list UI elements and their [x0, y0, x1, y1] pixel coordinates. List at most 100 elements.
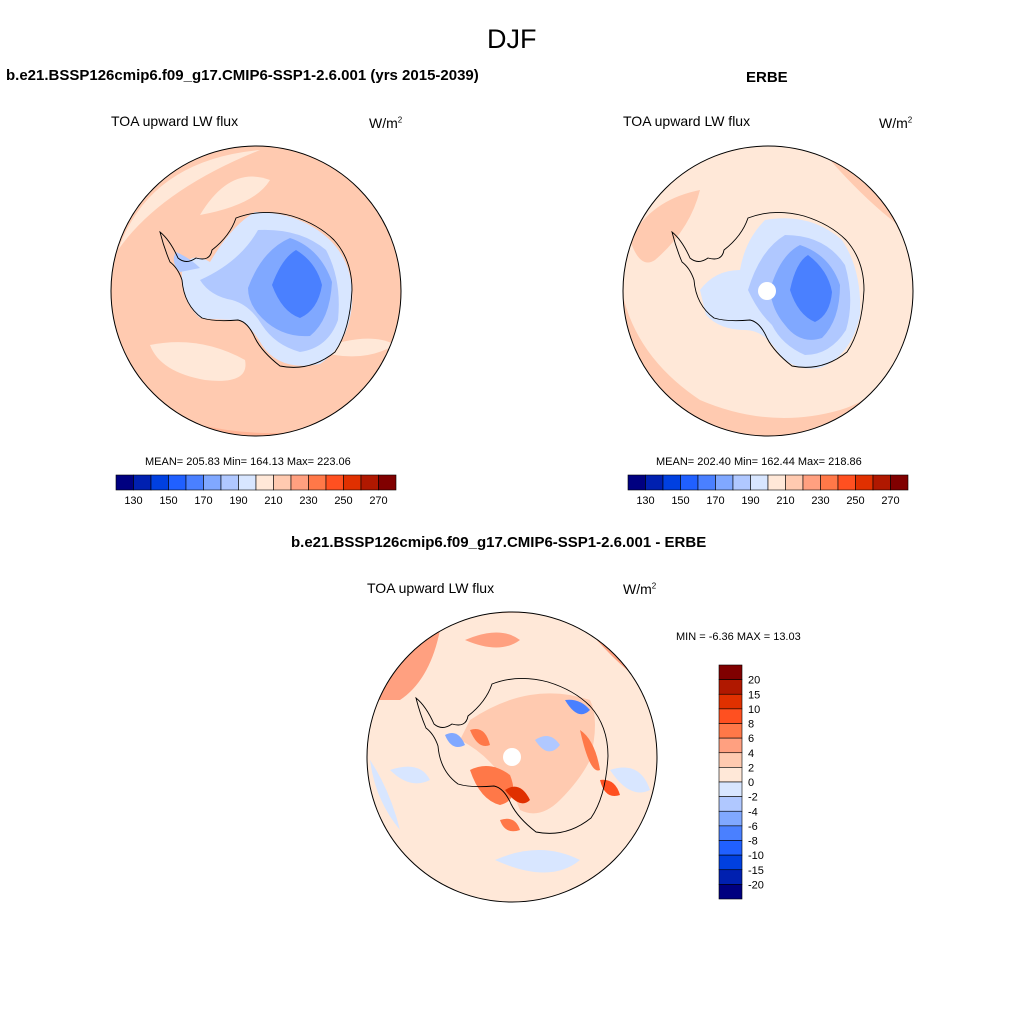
obs-stats-label: MEAN= 202.40 Min= 162.44 Max= 218.86	[656, 456, 862, 468]
diff-colorbar-tick-label: -15	[748, 865, 764, 877]
obs-colorbar-cell	[890, 474, 909, 491]
model-colorbar-tick-label: 250	[334, 495, 352, 507]
diff-colorbar-cell	[718, 825, 743, 841]
diff-colorbar-tick-label: 20	[748, 675, 760, 687]
diff-colorbar-cell	[718, 869, 743, 885]
diff-colorbar-cell	[718, 810, 743, 827]
diff-colorbar-tick-label: -4	[748, 806, 758, 818]
diff-colorbar-tick-label: -6	[748, 821, 758, 833]
obs-colorbar-cell	[680, 474, 699, 491]
diff-stats-label: MIN = -6.36 MAX = 13.03	[676, 631, 801, 643]
obs-colorbar-tick-label: 190	[741, 495, 759, 507]
diff-panel-title: b.e21.BSSP126cmip6.f09_g17.CMIP6-SSP1-2.…	[291, 534, 707, 551]
diff-colorbar-tick-label: -10	[748, 850, 764, 862]
model-colorbar-tick-label: 150	[159, 495, 177, 507]
model-colorbar-cell	[185, 474, 204, 491]
model-colorbar-cell	[360, 474, 379, 491]
obs-colorbar-tick-label: 230	[811, 495, 829, 507]
diff-colorbar-cell	[718, 723, 743, 739]
obs-colorbar: 130 150 170 190 210 230 250 270	[627, 474, 909, 507]
obs-colorbar-cell	[645, 474, 664, 491]
model-colorbar-tick-label: 130	[124, 495, 142, 507]
obs-colorbar-cell	[627, 474, 646, 491]
obs-colorbar-cell	[820, 474, 839, 491]
obs-colorbar-cell	[767, 474, 786, 491]
diff-colorbar-cell	[718, 693, 743, 710]
model-colorbar-cell	[273, 474, 292, 491]
model-colorbar-tick-label: 210	[264, 495, 282, 507]
model-colorbar-cell	[133, 474, 152, 491]
model-colorbar-tick-label: 170	[194, 495, 212, 507]
model-colorbar-cell	[115, 474, 134, 491]
diff-polar-map	[366, 611, 658, 903]
obs-colorbar-cell	[802, 474, 821, 491]
diff-colorbar-cell	[718, 840, 743, 856]
obs-polar-map	[622, 145, 914, 437]
model-units-label: W/m2	[369, 115, 403, 131]
diff-colorbar-cell	[718, 854, 743, 871]
diff-colorbar-cell	[718, 752, 743, 768]
obs-variable-label: TOA upward LW flux	[623, 113, 751, 129]
diff-colorbar-tick-label: -20	[748, 879, 764, 891]
obs-colorbar-cell	[662, 474, 681, 491]
obs-colorbar-tick-label: 250	[846, 495, 864, 507]
diff-colorbar-cell	[718, 781, 743, 797]
obs-colorbar-tick-label: 170	[706, 495, 724, 507]
diff-colorbar-tick-label: 10	[748, 704, 760, 716]
obs-colorbar-cell	[872, 474, 891, 491]
model-colorbar-cell	[220, 474, 239, 491]
obs-colorbar-tick-label: 150	[671, 495, 689, 507]
diff-colorbar-cell	[718, 664, 743, 680]
model-colorbar-tick-label: 190	[229, 495, 247, 507]
diff-colorbar-tick-label: 4	[748, 748, 754, 760]
diff-variable-label: TOA upward LW flux	[367, 580, 495, 596]
season-title: DJF	[487, 24, 537, 54]
obs-colorbar-cell	[785, 474, 804, 491]
diff-colorbar-cell	[718, 796, 743, 812]
diff-colorbar-tick-label: -2	[748, 792, 758, 804]
model-colorbar-cell	[238, 474, 257, 491]
diff-colorbar-cell	[718, 884, 743, 900]
diff-colorbar-tick-label: 0	[748, 777, 754, 789]
model-variable-label: TOA upward LW flux	[111, 113, 239, 129]
obs-units-label: W/m2	[879, 115, 913, 131]
diff-colorbar-tick-label: 8	[748, 719, 754, 731]
model-colorbar-cell	[343, 474, 362, 491]
diff-colorbar-tick-label: 15	[748, 689, 760, 701]
model-colorbar-cell	[150, 474, 169, 491]
diff-units-label: W/m2	[623, 581, 657, 597]
model-colorbar-tick-label: 230	[299, 495, 317, 507]
model-colorbar-cell	[255, 474, 274, 491]
diff-colorbar-tick-label: 2	[748, 762, 754, 774]
model-colorbar-cell	[378, 474, 397, 491]
obs-colorbar-cell	[697, 474, 716, 491]
model-polar-map	[110, 145, 402, 437]
model-colorbar-cell	[168, 474, 187, 491]
diff-colorbar-tick-label: -8	[748, 836, 758, 848]
obs-colorbar-cell	[837, 474, 856, 491]
model-colorbar-tick-label: 270	[369, 495, 387, 507]
obs-colorbar-tick-label: 270	[881, 495, 899, 507]
diff-colorbar-cell	[718, 679, 743, 695]
model-colorbar-cell	[325, 474, 344, 491]
model-colorbar-cell	[203, 474, 222, 491]
obs-colorbar-cell	[750, 474, 769, 491]
obs-colorbar-cell	[732, 474, 751, 491]
obs-colorbar-tick-label: 130	[636, 495, 654, 507]
model-panel-title: b.e21.BSSP126cmip6.f09_g17.CMIP6-SSP1-2.…	[6, 67, 479, 84]
diff-colorbar-cell	[718, 767, 743, 783]
model-colorbar-cell	[290, 474, 309, 491]
obs-colorbar-cell	[855, 474, 874, 491]
model-colorbar: 130 150 170 190 210 230 250 270	[115, 474, 397, 507]
model-stats-label: MEAN= 205.83 Min= 164.13 Max= 223.06	[145, 456, 351, 468]
diff-colorbar-cell	[718, 737, 743, 754]
obs-panel-title: ERBE	[746, 69, 788, 86]
obs-colorbar-cell	[715, 474, 734, 491]
diff-colorbar-tick-label: 6	[748, 733, 754, 745]
model-colorbar-cell	[308, 474, 327, 491]
diff-colorbar-cell	[718, 708, 743, 724]
obs-colorbar-tick-label: 210	[776, 495, 794, 507]
